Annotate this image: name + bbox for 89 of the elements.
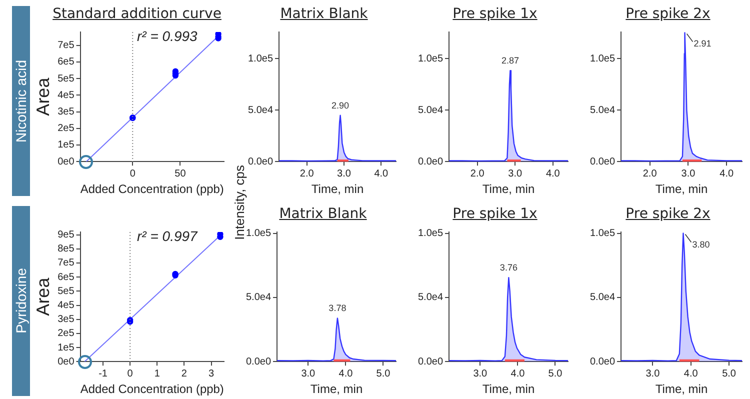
x-tick-label: 5.0 bbox=[722, 368, 736, 380]
y-tick-label: 8e5 bbox=[58, 244, 75, 255]
y-tick-label: 0.0e0 bbox=[248, 156, 274, 168]
chart-title: Pre spike 1x bbox=[452, 206, 538, 222]
x-tick-label: 2 bbox=[181, 368, 188, 380]
annotation: 3.78 bbox=[328, 303, 346, 314]
y-tick-label: 5.0e4 bbox=[590, 292, 616, 304]
text: Nicotinic acid bbox=[13, 60, 29, 142]
x-axis-title: Time, min bbox=[655, 182, 708, 196]
y-tick-label: 5.0e4 bbox=[248, 104, 274, 116]
annotation: 3.76 bbox=[500, 262, 518, 273]
y-axis-title: Area bbox=[32, 276, 53, 316]
y-tick-label: 3e5 bbox=[58, 314, 75, 326]
x-axis-title: Added Concentration (ppb) bbox=[80, 182, 224, 196]
y-tick-label: 5e5 bbox=[58, 286, 75, 297]
y-tick-label: 1.0e5 bbox=[418, 53, 444, 64]
chart-title: Matrix Blank bbox=[279, 6, 369, 22]
annotation: 3.80 bbox=[692, 239, 710, 250]
y-tick-label: 9e5 bbox=[58, 230, 75, 241]
y-axis-title: Area bbox=[32, 76, 53, 116]
x-tick-label: 3.0 bbox=[646, 368, 660, 380]
x-tick-label: 50 bbox=[174, 168, 186, 180]
x-tick-label: 2.0 bbox=[470, 168, 485, 180]
y-tick-label: 0.0e0 bbox=[590, 356, 616, 368]
y-tick-label: 2e5 bbox=[58, 123, 75, 134]
x-axis-title: Added Concentration (ppb) bbox=[80, 382, 224, 396]
x-tick-label: 3.0 bbox=[508, 168, 523, 180]
x-tick-label: 2.0 bbox=[642, 168, 658, 180]
x-tick-label: 3.0 bbox=[473, 368, 488, 380]
y-tick-label: 1.0e5 bbox=[246, 228, 272, 240]
y-tick-label: 2e5 bbox=[58, 328, 75, 340]
y-tick-label: 5e5 bbox=[58, 73, 75, 84]
x-tick-label: 4.0 bbox=[374, 168, 389, 180]
y-tick-label: 0.0e0 bbox=[590, 156, 616, 168]
chart-title: Matrix Blank bbox=[279, 206, 367, 222]
x-tick-label: 3.0 bbox=[301, 368, 316, 380]
x-tick-label: 1 bbox=[154, 368, 160, 380]
y-tick-label: 5.0e4 bbox=[418, 104, 444, 116]
x-tick-label: 4.0 bbox=[546, 168, 560, 180]
y-tick-label: 0.0e0 bbox=[418, 356, 444, 368]
y-tick-label: 5.0e4 bbox=[590, 104, 616, 116]
chart-title: Pre spike 2x bbox=[624, 206, 712, 222]
x-tick-label: 5.0 bbox=[376, 368, 391, 380]
x-axis-title: Time, min bbox=[310, 382, 363, 396]
y-tick-label: 6e5 bbox=[58, 272, 75, 283]
x-tick-label: -1 bbox=[98, 368, 108, 380]
y-tick-label: 1e5 bbox=[58, 140, 75, 151]
chart-title: Standard addition curve bbox=[52, 6, 222, 22]
annotation: 2.91 bbox=[694, 38, 712, 49]
y-tick-label: 4e5 bbox=[58, 300, 75, 311]
x-tick-label: 3.0 bbox=[337, 168, 352, 180]
x-tick-label: 4.0 bbox=[338, 368, 354, 380]
annotation: 2.87 bbox=[501, 56, 519, 66]
y-tick-label: 0.0e0 bbox=[246, 356, 272, 368]
annotation: 2.90 bbox=[332, 100, 350, 110]
x-tick-label: 0 bbox=[130, 168, 136, 180]
x-tick-label: 4.0 bbox=[720, 168, 734, 180]
chart-title: Pre spike 2x bbox=[624, 6, 712, 22]
x-tick-label: 0 bbox=[127, 368, 134, 380]
x-tick-label: 4.0 bbox=[684, 368, 698, 380]
y-tick-label: 3e5 bbox=[58, 106, 75, 118]
y-tick-label: 5.0e4 bbox=[246, 292, 272, 304]
x-tick-label: 3.0 bbox=[681, 168, 696, 180]
y-tick-label: 1.0e5 bbox=[590, 228, 616, 240]
y-tick-label: 1.0e5 bbox=[418, 228, 444, 240]
x-axis-title: Time, min bbox=[482, 182, 535, 196]
annotation: r² = 0.993 bbox=[137, 28, 198, 44]
y-tick-label: 4e5 bbox=[58, 90, 75, 101]
chart-title: Pre spike 1x bbox=[452, 6, 538, 22]
y-tick-label: 1.0e5 bbox=[248, 53, 274, 64]
y-tick-label: 0.0e0 bbox=[418, 156, 444, 168]
x-axis-title: Time, min bbox=[311, 182, 364, 196]
y-tick-label: 5.0e4 bbox=[418, 292, 444, 304]
annotation: r² = 0.997 bbox=[137, 228, 198, 244]
x-tick-label: 5.0 bbox=[548, 368, 563, 380]
y-tick-label: 7e5 bbox=[58, 40, 75, 52]
text: Pyridoxine bbox=[13, 268, 29, 334]
y-tick-label: 0e0 bbox=[58, 356, 75, 368]
y-tick-label: 6e5 bbox=[58, 56, 75, 68]
x-axis-title: Time, min bbox=[655, 382, 708, 396]
x-tick-label: 4.0 bbox=[510, 368, 526, 380]
x-tick-label: 2.0 bbox=[300, 168, 314, 180]
y-tick-label: 0e0 bbox=[58, 156, 75, 168]
y-tick-label: 7e5 bbox=[58, 258, 75, 269]
y-axis-title: Intensity, cps bbox=[232, 164, 246, 240]
x-tick-label: 3 bbox=[208, 368, 214, 380]
y-tick-label: 1.0e5 bbox=[590, 53, 616, 64]
x-axis-title: Time, min bbox=[482, 382, 535, 396]
y-tick-label: 1e5 bbox=[58, 342, 75, 354]
